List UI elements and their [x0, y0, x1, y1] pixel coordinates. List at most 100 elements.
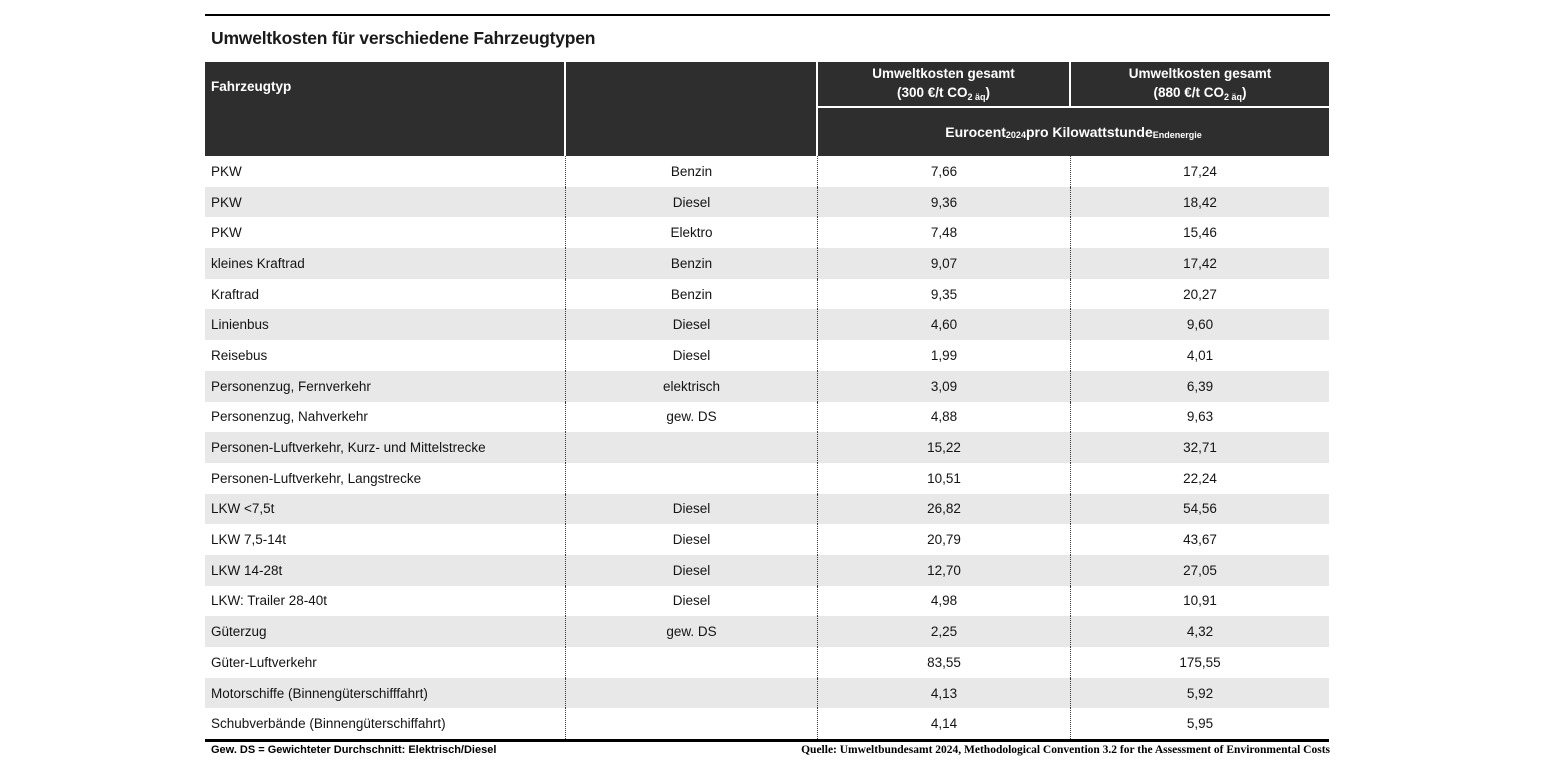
cell-value-300: 4,88 — [818, 401, 1071, 433]
column-header-300-prefix: (300 €/t CO — [896, 85, 968, 100]
column-header-880-line2: (880 €/t CO2 äq) — [1153, 83, 1246, 104]
cell-antrieb: Elektro — [566, 217, 818, 249]
cell-value-880: 175,55 — [1179, 654, 1221, 670]
cell-value-880: 4,01 — [1186, 347, 1214, 363]
table-row: Schubverbände (Binnengüterschiffahrt) 4,1… — [205, 708, 1329, 740]
cell-value-880: 32,71 — [1183, 440, 1217, 456]
cell-antrieb — [566, 432, 818, 463]
column-header-fahrzeugtyp-label: Fahrzeugtyp — [211, 79, 292, 94]
table-row: Linienbus Diesel 4,60 9,60 — [205, 309, 1329, 341]
cell-fahrzeugtyp: LKW 7,5-14t — [205, 524, 566, 555]
column-header-300-suffix: ) — [985, 85, 991, 100]
cell-fahrzeugtyp: Güter-Luftverkehr — [205, 647, 566, 678]
cell-value-880: 18,42 — [1183, 194, 1217, 210]
cell-value-880: 10,91 — [1183, 593, 1217, 609]
cell-value-880: 22,24 — [1183, 470, 1217, 486]
table-row: LKW 7,5-14t Diesel 20,79 43,67 — [205, 524, 1329, 555]
cell-value-300: 1,99 — [818, 340, 1071, 371]
table-header: Fahrzeugtyp Umweltkosten gesamt (300 €/t… — [205, 62, 1329, 156]
table-row: LKW 14-28t Diesel 12,70 27,05 — [205, 554, 1329, 586]
top-rule — [205, 14, 1330, 16]
table-body: PKW Benzin 7,66 17,24 PKW Diesel 9,36 18,42 PKW E… — [205, 156, 1329, 743]
cell-fahrzeugtyp: Güterzug — [205, 616, 566, 647]
cell-antrieb: Diesel — [566, 493, 818, 525]
cell-fahrzeugtyp: LKW: Trailer 28-40t — [205, 585, 566, 617]
cell-antrieb: Diesel — [566, 524, 818, 555]
cell-value-880: 54,56 — [1183, 501, 1217, 517]
column-header-antrieb-empty — [566, 62, 818, 156]
cell-value-880: 17,24 — [1183, 163, 1217, 179]
table-row: kleines Kraftrad Benzin 9,07 17,42 — [205, 248, 1329, 279]
cell-value-300: 10,51 — [818, 462, 1071, 494]
cell-value-300: 7,66 — [818, 156, 1071, 187]
cell-fahrzeugtyp: Kraftrad — [205, 278, 566, 310]
cell-value-300: 7,48 — [818, 217, 1071, 249]
footer: Gew. DS = Gewichteter Durchschnitt: Elek… — [205, 744, 1330, 756]
table-row: Reisebus Diesel 1,99 4,01 — [205, 340, 1329, 371]
cell-antrieb: Diesel — [566, 554, 818, 586]
cell-value-880: 43,67 — [1183, 532, 1217, 548]
table-row: Kraftrad Benzin 9,35 20,27 — [205, 278, 1329, 310]
cell-antrieb — [566, 708, 818, 740]
cell-value-300: 20,79 — [818, 524, 1071, 555]
cell-value-880: 4,32 — [1186, 624, 1214, 640]
table-row: PKW Benzin 7,66 17,24 — [205, 156, 1329, 187]
cell-fahrzeugtyp: Linienbus — [205, 309, 566, 341]
cell-fahrzeugtyp: Motorschiffe (Binnengüterschifffahrt) — [205, 677, 566, 709]
cell-value-880: 5,95 — [1186, 716, 1214, 732]
table-row: Personen-Luftverkehr, Langstrecke 10,51 22… — [205, 462, 1329, 494]
column-header-880-line1: Umweltkosten gesamt — [1128, 66, 1272, 81]
cell-value-300: 3,09 — [818, 370, 1071, 402]
cell-fahrzeugtyp: Personenzug, Fernverkehr — [205, 370, 566, 402]
cell-fahrzeugtyp: LKW 14-28t — [205, 554, 566, 586]
table-row: Personenzug, Fernverkehr elektrisch 3,09 6,… — [205, 370, 1329, 402]
cell-fahrzeugtyp: Personenzug, Nahverkehr — [205, 401, 566, 433]
cell-fahrzeugtyp: Personen-Luftverkehr, Langstrecke — [205, 462, 566, 494]
table-row: PKW Diesel 9,36 18,42 — [205, 186, 1329, 218]
column-header-300-line1: Umweltkosten gesamt — [872, 66, 1015, 81]
table-row: PKW Elektro 7,48 15,46 — [205, 217, 1329, 249]
unit-header-year-subscript: 2024 — [1005, 130, 1026, 140]
cell-fahrzeugtyp: PKW — [205, 186, 566, 218]
cell-value-300: 15,22 — [818, 432, 1071, 463]
cell-value-300: 4,98 — [818, 585, 1071, 617]
cell-antrieb: Diesel — [566, 186, 818, 218]
column-header-fahrzeugtyp: Fahrzeugtyp — [205, 62, 566, 156]
cell-antrieb — [566, 677, 818, 709]
cell-fahrzeugtyp: Schubverbände (Binnengüterschiffahrt) — [205, 708, 566, 740]
cell-value-300: 12,70 — [818, 554, 1071, 586]
footnote: Gew. DS = Gewichteter Durchschnitt: Elek… — [211, 744, 497, 756]
cell-antrieb: Benzin — [566, 248, 818, 279]
cell-fahrzeugtyp: LKW <7,5t — [205, 493, 566, 525]
cell-fahrzeugtyp: PKW — [205, 217, 566, 249]
cell-value-300: 2,25 — [818, 616, 1071, 647]
cell-antrieb: Benzin — [566, 278, 818, 310]
cell-value-300: 4,14 — [818, 708, 1071, 740]
cell-value-880: 9,60 — [1186, 317, 1214, 333]
table-row: Personenzug, Nahverkehr gew. DS 4,88 9,63 — [205, 401, 1329, 433]
cell-antrieb: Benzin — [566, 156, 818, 187]
cell-fahrzeugtyp: Personen-Luftverkehr, Kurz- und Mittelst… — [205, 432, 566, 463]
table-row: LKW <7,5t Diesel 26,82 54,56 — [205, 493, 1329, 525]
cell-antrieb: Diesel — [566, 309, 818, 341]
cell-fahrzeugtyp: PKW — [205, 156, 566, 187]
cell-value-300: 4,60 — [818, 309, 1071, 341]
cell-value-880: 27,05 — [1183, 562, 1217, 578]
data-table: Fahrzeugtyp Umweltkosten gesamt (300 €/t… — [205, 62, 1329, 743]
column-header-880-suffix: ) — [1242, 85, 1247, 100]
cell-value-300: 26,82 — [818, 493, 1071, 525]
cell-fahrzeugtyp: kleines Kraftrad — [205, 248, 566, 279]
cell-value-880: 15,46 — [1183, 225, 1217, 241]
unit-header-eurocent: Eurocent — [945, 124, 1006, 140]
table-row: LKW: Trailer 28-40t Diesel 4,98 10,91 — [205, 585, 1329, 617]
cell-antrieb — [566, 647, 818, 678]
column-header-880-subscript: 2 äq — [1224, 92, 1243, 102]
column-header-300-subscript: 2 äq — [967, 92, 986, 102]
page-title: Umweltkosten für verschiedene Fahrzeugty… — [211, 28, 596, 48]
cell-value-880: 6,39 — [1186, 378, 1214, 394]
cell-value-880: 20,27 — [1183, 286, 1217, 302]
column-header-880: Umweltkosten gesamt (880 €/t CO2 äq) — [1071, 62, 1329, 108]
unit-header: Eurocent 2024 pro Kilowattstunde Endenergi… — [818, 108, 1329, 156]
unit-header-endenergie-subscript: Endenergie — [1152, 130, 1202, 140]
